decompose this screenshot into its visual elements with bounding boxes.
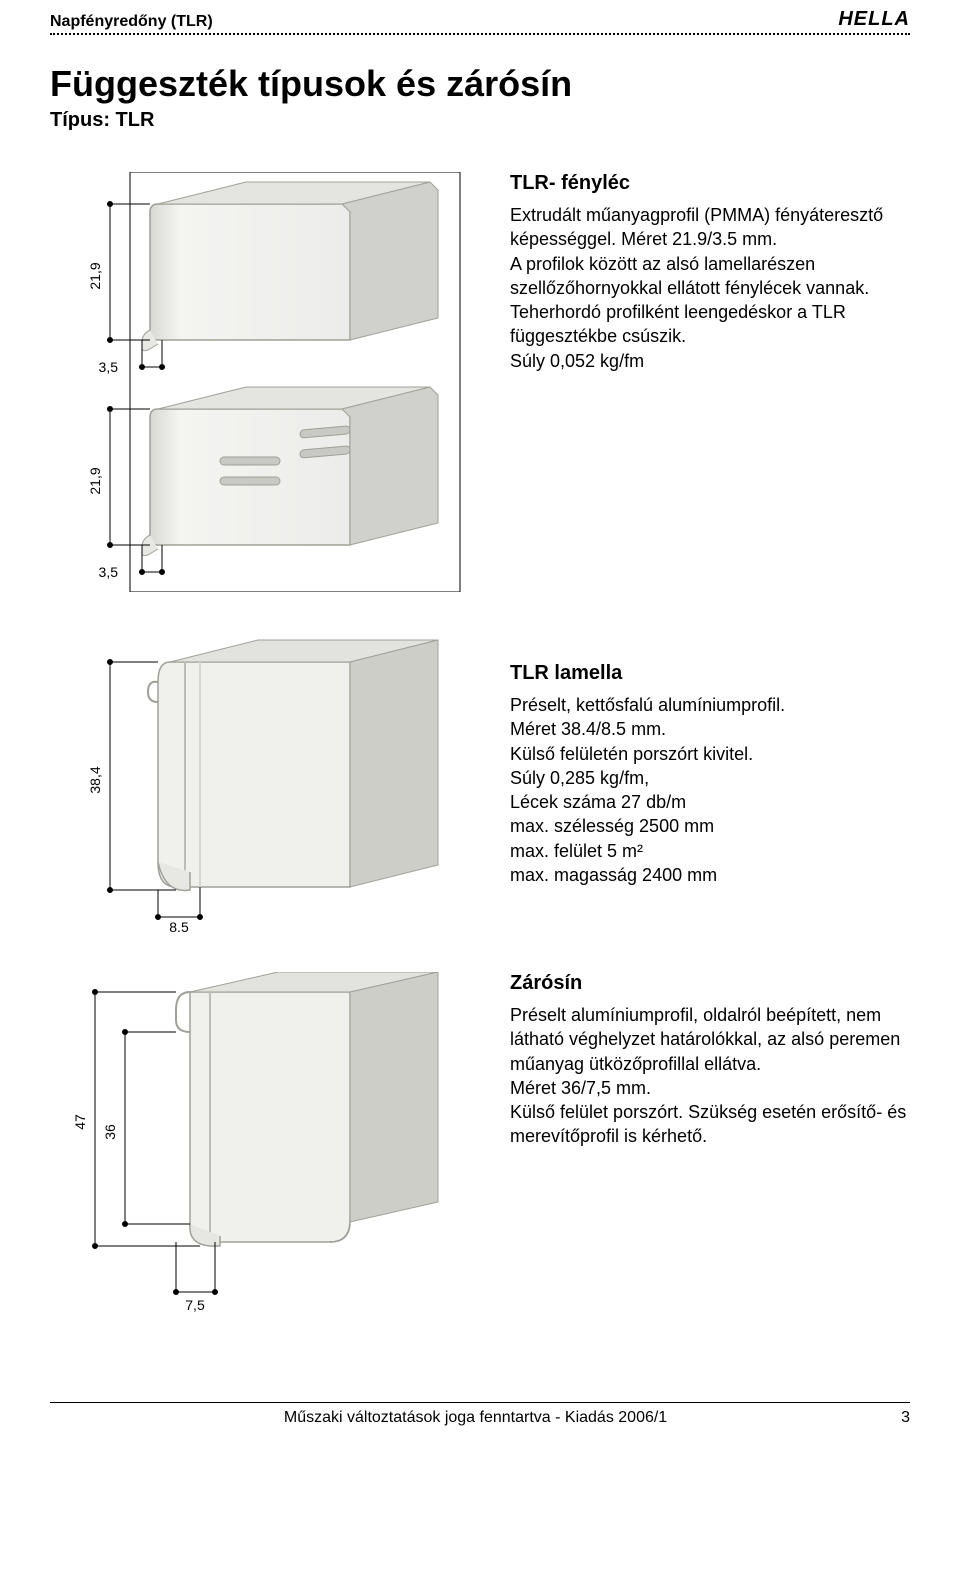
footer-text: Műszaki változtatások joga fenntartva - … [284, 1409, 667, 1427]
page-title: Függeszték típusok és zárósín [50, 63, 910, 105]
header-rule [50, 33, 910, 35]
dim-w1: 3,5 [99, 359, 119, 375]
dim-zarosin-h47: 47 [72, 1114, 88, 1130]
dim-h1: 21,9 [87, 262, 103, 289]
lamella-body: Préselt, kettősfalú alumíniumprofil. Mér… [510, 693, 910, 887]
dim-lamella-w: 8,5 [169, 919, 189, 932]
dim-zarosin-h36: 36 [102, 1124, 118, 1140]
diagram-fenylec: 21,9 3,5 [50, 172, 470, 592]
page-footer: Műszaki változtatások joga fenntartva - … [50, 1402, 910, 1447]
zarosin-body: Préselt alumíniumprofil, oldalról beépít… [510, 1003, 910, 1149]
diagram-zarosin: 47 36 [50, 972, 470, 1332]
diagram-lamella: 38,4 8,5 [50, 632, 470, 932]
zarosin-title: Zárósín [510, 972, 910, 995]
brand-logo: HELLA [838, 8, 910, 31]
dim-lamella-h: 38,4 [87, 766, 103, 793]
section-fenylec: 21,9 3,5 [50, 172, 910, 592]
section-zarosin: 47 36 [50, 972, 910, 1332]
header-product: Napfényredőny (TLR) [50, 13, 213, 31]
dim-h2: 21,9 [87, 467, 103, 494]
lamella-title: TLR lamella [510, 662, 910, 685]
dim-zarosin-w: 7,5 [185, 1297, 205, 1313]
page-subtitle: Típus: TLR [50, 109, 910, 132]
dim-w2: 3,5 [99, 564, 119, 580]
fenylec-title: TLR- fényléc [510, 172, 910, 195]
fenylec-body: Extrudált műanyagprofil (PMMA) fényátere… [510, 203, 910, 373]
section-lamella: 38,4 8,5 TLR lamella Préselt, kettősfalú… [50, 632, 910, 932]
page-number: 3 [901, 1409, 910, 1427]
